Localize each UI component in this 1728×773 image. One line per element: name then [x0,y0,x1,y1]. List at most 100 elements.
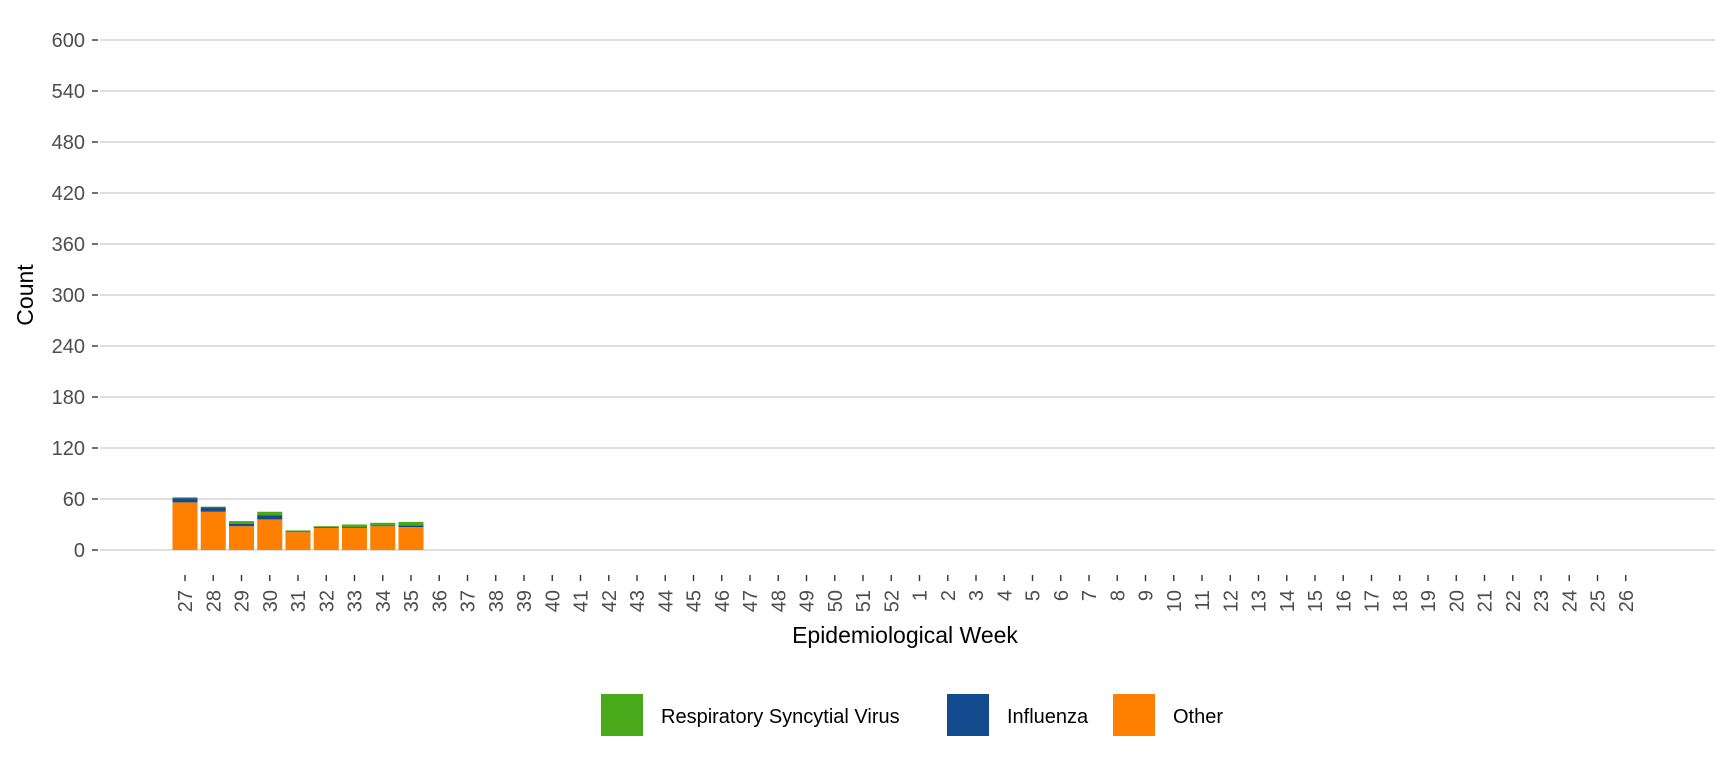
bar-other-week-31 [285,532,311,550]
bar-influenza-week-30 [257,515,283,520]
bar-influenza-week-33 [342,527,367,528]
x-tick-label: 35 [401,590,423,612]
y-tick-label: 180 [52,387,85,409]
x-axis-title: Epidemiological Week [792,622,1018,648]
bar-respiratory-syncytial-virus-week-29 [229,521,254,524]
bar-other-week-33 [342,527,367,550]
y-tick-label: 0 [74,540,85,562]
x-tick-label: 17 [1362,590,1384,612]
legend-label-influenza: Influenza [1007,706,1089,728]
x-tick-label: 3 [966,590,988,601]
gridlines [100,39,1715,551]
x-tick-label: 23 [1531,590,1553,612]
x-tick-label: 13 [1249,590,1271,612]
bar-influenza-week-29 [229,523,254,527]
x-tick-label: 41 [571,590,593,612]
x-tick-label: 18 [1390,590,1412,612]
x-tick-label: 21 [1475,590,1497,612]
x-tick-label: 49 [797,590,819,612]
x-tick-label: 40 [542,590,564,612]
bar-influenza-week-34 [370,525,396,527]
x-tick-label: 14 [1277,590,1299,612]
x-tick-label: 48 [768,590,790,612]
y-tick-label: 420 [52,183,85,205]
x-tick-label: 32 [316,590,338,612]
bar-other-week-35 [398,527,424,550]
bar-other-week-30 [257,519,283,550]
bar-other-week-27 [172,502,198,550]
x-tick-label: 29 [232,590,254,612]
x-tick-label: 33 [345,590,367,612]
bar-respiratory-syncytial-virus-week-34 [370,522,396,526]
y-tick-label: 120 [52,438,85,460]
x-tick-label: 52 [881,590,903,612]
y-tick-label: 540 [52,81,85,103]
x-tick-label: 9 [1136,590,1158,601]
x-tick-label: 19 [1418,590,1440,612]
y-tick-label: 300 [52,285,85,307]
x-tick-label: 28 [203,590,225,612]
x-tick-label: 22 [1503,590,1525,612]
legend-swatch-other [1113,694,1155,736]
x-tick-label: 24 [1559,590,1581,612]
x-tick-label: 43 [627,590,649,612]
x-tick-label: 30 [260,590,282,612]
x-tick-label: 27 [175,590,197,612]
x-tick-label: 44 [655,590,677,612]
x-tick-label: 4 [994,590,1016,601]
y-tick-label: 600 [52,30,85,52]
x-tick-label: 10 [1164,590,1186,612]
x-tick-label: 7 [1079,590,1101,601]
legend-label-respiratory-syncytial-virus: Respiratory Syncytial Virus [661,706,900,728]
legend-swatch-influenza [947,694,989,736]
bar-respiratory-syncytial-virus-week-28 [200,506,226,508]
x-tick-label: 2 [938,590,960,601]
x-tick-label: 8 [1107,590,1129,601]
legend-label-other: Other [1173,706,1223,728]
bar-other-week-32 [313,527,339,550]
bar-influenza-week-32 [313,527,339,528]
x-tick-label: 1 [910,590,932,601]
bar-respiratory-syncytial-virus-week-32 [313,526,339,528]
x-tick-label: 37 [458,590,480,612]
x-tick-label: 5 [1023,590,1045,601]
x-tick-label: 50 [825,590,847,612]
bar-other-week-34 [370,526,396,550]
bar-influenza-week-31 [285,531,311,533]
bar-respiratory-syncytial-virus-week-33 [342,524,367,528]
bars [172,497,424,550]
x-tick-label: 16 [1333,590,1355,612]
x-tick-label: 15 [1305,590,1327,612]
y-tick-label: 480 [52,132,85,154]
y-tick-label: 240 [52,336,85,358]
bar-influenza-week-28 [200,507,226,512]
bar-other-week-28 [200,511,226,550]
x-tick-label: 25 [1588,590,1610,612]
x-tick-label: 46 [712,590,734,612]
y-axis-title: Count [12,264,38,326]
x-tick-label: 11 [1192,590,1214,611]
x-tick-label: 39 [514,590,536,612]
x-tick-label: 34 [373,590,395,612]
x-tick-label: 47 [740,590,762,612]
x-axis: 27 28 29 30 31 32 33 34 35 36 37 38 39 40 41 42 43 44 45 46… [175,575,1638,612]
y-axis: 0 60 120 180 240 300 360 420 480 540 600 [52,30,98,562]
x-tick-label: 36 [429,590,451,612]
x-tick-label: 6 [1051,590,1073,601]
x-tick-label: 51 [853,590,875,612]
bar-respiratory-syncytial-virus-week-31 [285,530,311,532]
y-tick-label: 60 [63,489,85,511]
x-tick-label: 12 [1220,590,1242,612]
x-tick-label: 26 [1616,590,1638,612]
y-tick-label: 360 [52,234,85,256]
bar-influenza-week-27 [172,498,198,503]
legend: Respiratory Syncytial Virus Influenza Othe… [601,694,1223,736]
x-tick-label: 38 [486,590,508,612]
x-tick-label: 20 [1446,590,1468,612]
x-tick-label: 31 [288,590,310,612]
bar-other-week-29 [229,526,254,550]
x-tick-label: 42 [599,590,621,612]
bar-respiratory-syncytial-virus-week-27 [172,497,198,499]
bar-respiratory-syncytial-virus-week-35 [398,521,424,526]
